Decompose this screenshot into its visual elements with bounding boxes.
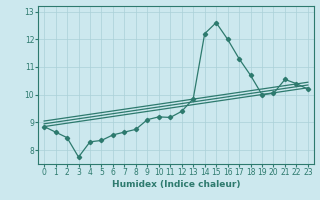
X-axis label: Humidex (Indice chaleur): Humidex (Indice chaleur) bbox=[112, 180, 240, 189]
